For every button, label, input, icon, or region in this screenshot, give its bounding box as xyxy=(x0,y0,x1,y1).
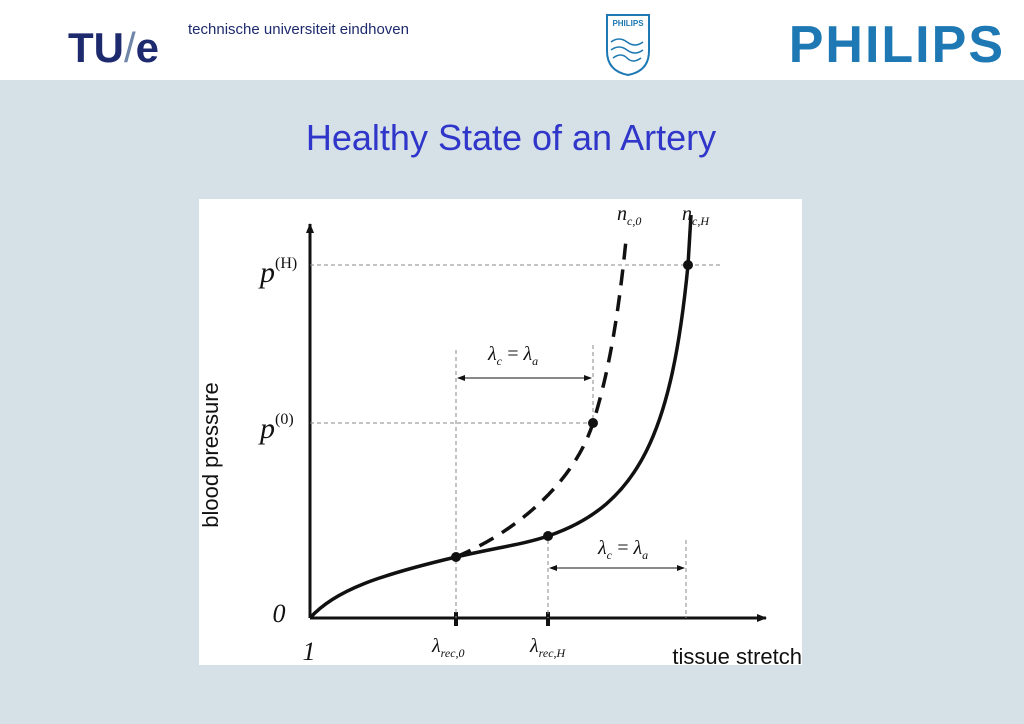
pressure-label: p(H) xyxy=(258,255,297,289)
stretch-label: λrec,0 xyxy=(431,635,465,660)
label-sub: a xyxy=(642,548,648,562)
curve-label: nc,0 xyxy=(617,203,641,228)
philips-logo: PHILIPS xyxy=(789,16,1005,74)
tue-logo-e: e xyxy=(136,24,159,71)
university-name: technische universiteit eindhoven xyxy=(188,21,409,38)
label-sub: c,0 xyxy=(627,214,641,228)
origin-x-label: 1 xyxy=(303,637,316,666)
label-base: λ xyxy=(431,635,441,657)
tue-logo-tu: TU xyxy=(68,24,124,71)
label-base: p xyxy=(258,412,275,445)
label-sub: c xyxy=(607,548,613,562)
label-base: λ xyxy=(529,635,539,657)
label-sub: a xyxy=(532,354,538,368)
label-base: λ xyxy=(523,343,533,365)
label-sub: c,H xyxy=(692,214,710,228)
philips-shield: PHILIPS xyxy=(606,14,650,77)
label-eq: = xyxy=(506,343,520,365)
x-axis-label: tissue stretch xyxy=(672,644,802,669)
label-eq: = xyxy=(616,537,630,559)
healthy-curve xyxy=(308,214,693,620)
label-sub: rec,0 xyxy=(441,646,465,660)
label-base: λ xyxy=(597,537,607,559)
label-base: λ xyxy=(487,343,497,365)
tue-logo: TU/e xyxy=(68,24,159,71)
figure-background xyxy=(199,199,802,665)
label-base: n xyxy=(617,203,627,225)
origin-y-label: 0 xyxy=(273,599,286,628)
header-bar xyxy=(0,0,1024,80)
label-sup: (0) xyxy=(275,411,294,428)
pressure-label: p(0) xyxy=(258,411,294,445)
curve-points xyxy=(451,260,693,562)
label-sub: rec,H xyxy=(539,646,567,660)
curve-label: nc,H xyxy=(682,203,710,228)
tue-logo-slash: / xyxy=(124,24,136,71)
label-sup: (H) xyxy=(275,255,297,272)
stretch-label: λrec,H xyxy=(529,635,567,660)
figure: p(H) p(0) nc,0 nc,H λc = λa λc = λa λrec,0 λ… xyxy=(198,199,802,669)
y-axis-label: blood pressure xyxy=(198,382,223,528)
label-base: n xyxy=(682,203,692,225)
axis-ticks xyxy=(454,612,550,626)
label-base: p xyxy=(258,256,275,289)
gap-label: λc = λa xyxy=(597,537,648,562)
label-sub: c xyxy=(497,354,503,368)
slide-title: Healthy State of an Artery xyxy=(306,117,716,158)
guide-lines xyxy=(310,264,720,618)
label-base: λ xyxy=(633,537,643,559)
shield-text: PHILIPS xyxy=(612,19,644,28)
gap-label: λc = λa xyxy=(487,343,538,368)
